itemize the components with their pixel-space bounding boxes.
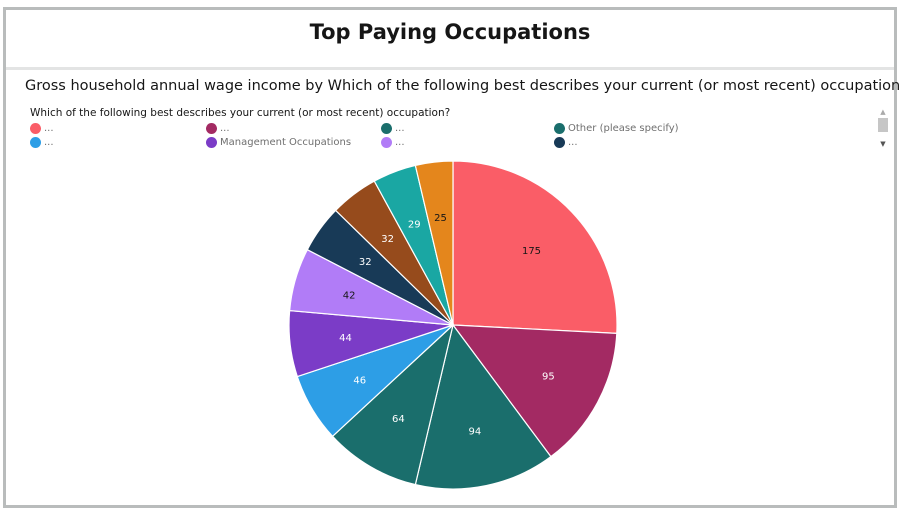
- slice-value-label: 44: [339, 333, 352, 344]
- slice-value-label: 32: [359, 257, 372, 268]
- legend-swatch: [206, 137, 217, 148]
- scroll-down-icon[interactable]: ▼: [880, 140, 886, 148]
- legend-swatch: [206, 123, 217, 134]
- legend-swatch: [381, 137, 392, 148]
- legend-item[interactable]: ...: [30, 137, 54, 148]
- slice-value-label: 175: [522, 246, 541, 257]
- legend-title: Which of the following best describes yo…: [30, 107, 451, 119]
- legend: ... ... ... Other (please specify) ... M…: [30, 123, 870, 155]
- legend-swatch: [554, 123, 565, 134]
- pie-slice[interactable]: [452, 160, 618, 334]
- legend-item[interactable]: ...: [206, 123, 230, 134]
- pie-slice[interactable]: [414, 160, 454, 326]
- legend-swatch: [381, 123, 392, 134]
- legend-label: ...: [395, 123, 405, 134]
- legend-item[interactable]: Management Occupations: [206, 137, 351, 148]
- legend-item[interactable]: ...: [381, 123, 405, 134]
- slice-value-label: 64: [392, 414, 405, 425]
- legend-swatch: [30, 137, 41, 148]
- chart-subtitle: Gross household annual wage income by Wh…: [25, 78, 900, 94]
- legend-label: Other (please specify): [568, 123, 679, 134]
- legend-label: ...: [44, 123, 54, 134]
- legend-label: ...: [395, 137, 405, 148]
- scroll-thumb[interactable]: [878, 118, 888, 132]
- slice-value-label: 42: [343, 290, 356, 301]
- legend-item[interactable]: ...: [554, 137, 578, 148]
- legend-item[interactable]: Other (please specify): [554, 123, 679, 134]
- chart-card: Top Paying Occupations Gross household a…: [3, 7, 900, 508]
- slice-value-label: 95: [542, 372, 555, 383]
- slice-value-label: 32: [381, 234, 394, 245]
- slice-value-label: 25: [434, 213, 447, 224]
- slice-value-label: 46: [353, 376, 366, 387]
- slice-value-label: 29: [408, 219, 421, 230]
- legend-label: Management Occupations: [220, 137, 352, 148]
- legend-label: ...: [44, 137, 54, 148]
- legend-swatch: [554, 137, 565, 148]
- legend-item[interactable]: ...: [30, 123, 54, 134]
- scroll-up-icon[interactable]: ▲: [880, 108, 886, 116]
- pie-slice[interactable]: [451, 324, 618, 458]
- legend-swatch: [30, 123, 41, 134]
- slice-value-label: 94: [469, 427, 482, 438]
- legend-label: ...: [568, 137, 578, 148]
- chart-title: Top Paying Occupations: [309, 20, 591, 44]
- card-header: [6, 10, 894, 70]
- pie-chart: 175 95 94 64 46 44 42 32 32 29 25: [288, 160, 618, 490]
- legend-item[interactable]: ...: [381, 137, 405, 148]
- pie-slice[interactable]: [331, 323, 455, 486]
- pie-slice[interactable]: [414, 323, 552, 490]
- legend-scrollbar[interactable]: ▲ ▼: [877, 107, 889, 149]
- legend-label: ...: [220, 123, 230, 134]
